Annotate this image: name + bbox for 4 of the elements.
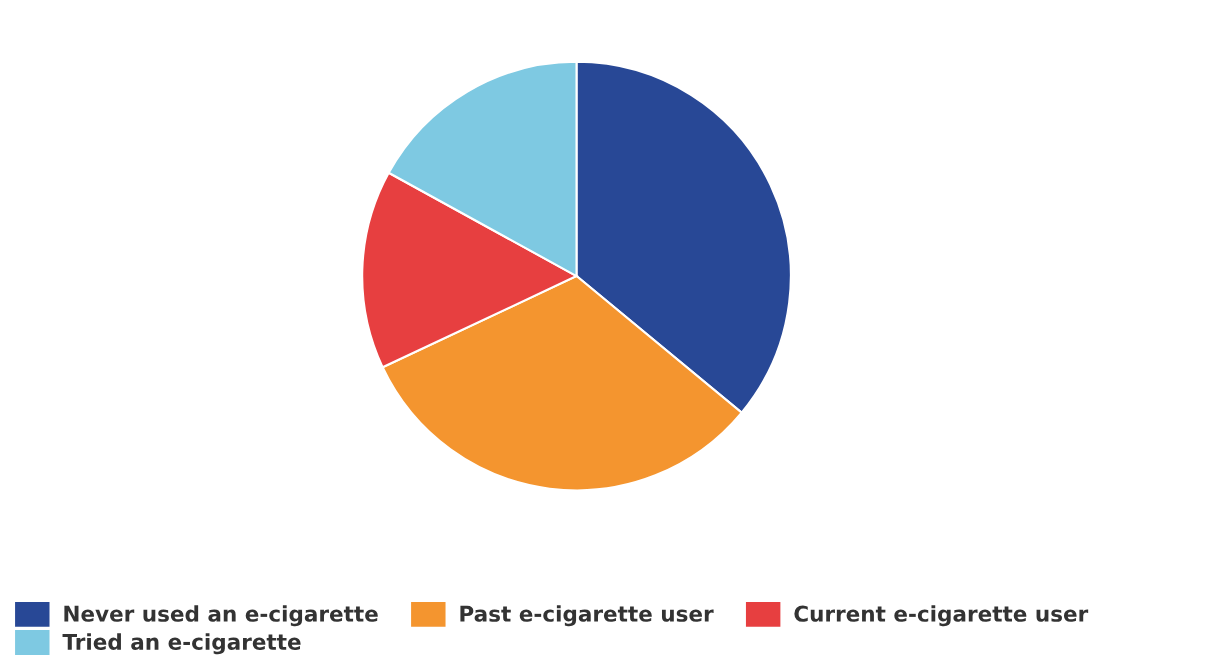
legend-label: Tried an e-cigarette [62,633,301,655]
legend-label: Current e-cigarette user [794,605,1089,627]
legend-label: Past e-cigarette user [460,605,714,627]
legend-label: Never used an e-cigarette [64,605,378,627]
